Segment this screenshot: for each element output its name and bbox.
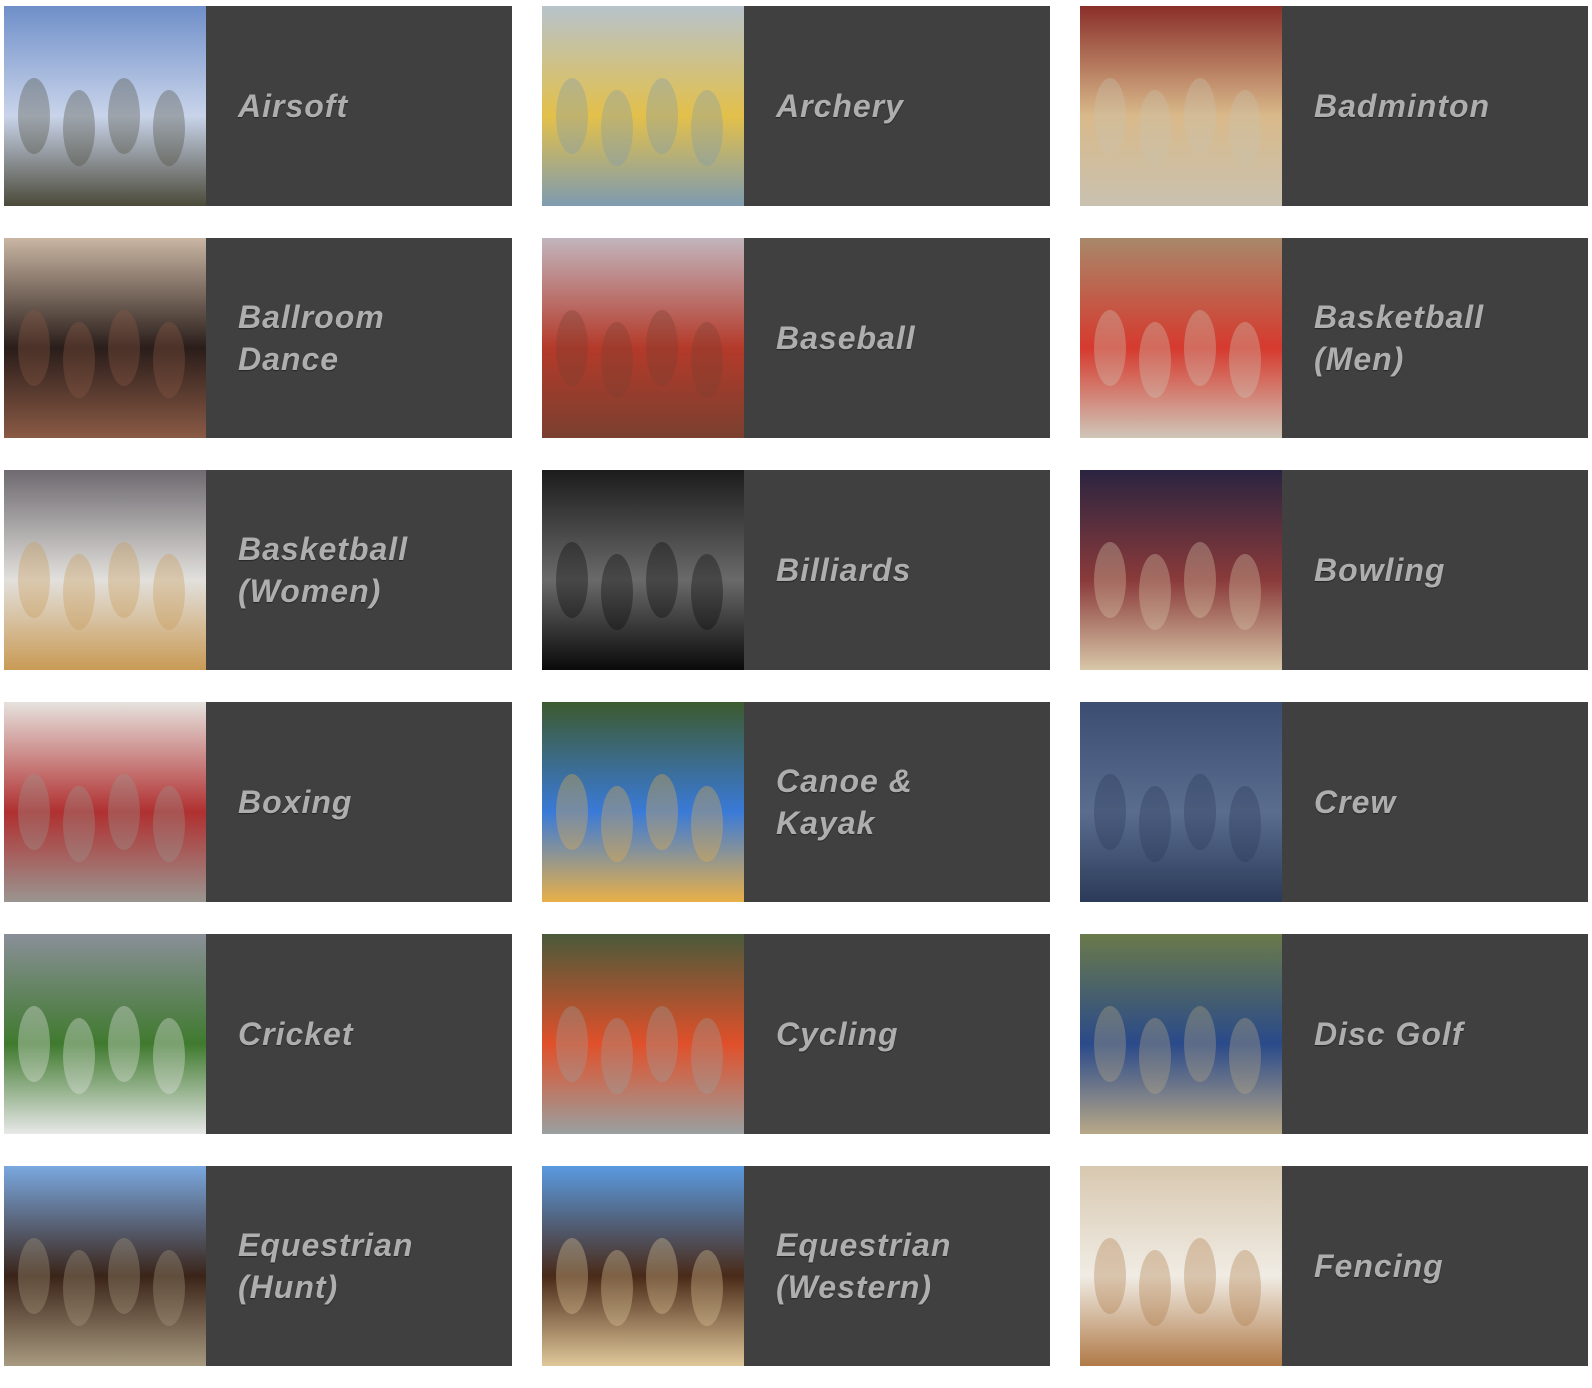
mens-basketball-team-photo[interactable] [1080,238,1282,438]
sport-label-box[interactable]: Cycling [744,934,1050,1134]
sport-label-box[interactable]: Disc Golf [1282,934,1588,1134]
billiard-balls-photo[interactable] [542,470,744,670]
sport-label-baseball[interactable]: Baseball [776,320,916,356]
indoor-badminton-court-photo[interactable] [1080,6,1282,206]
sport-label-equestrian-hunt[interactable]: Equestrian (Hunt) [238,1227,414,1305]
sport-tile-basketball-women[interactable]: Basketball (Women) [4,470,512,670]
sport-label-box[interactable]: Badminton [1282,6,1588,206]
sport-label-badminton[interactable]: Badminton [1314,88,1491,124]
dancing-couple-photo[interactable] [4,238,206,438]
sport-tile-badminton[interactable]: Badminton [1080,6,1588,206]
sport-label-box[interactable]: Equestrian (Hunt) [206,1166,512,1366]
horse-and-rider-fence-photo[interactable] [4,1166,206,1366]
baseball-team-photo[interactable] [542,238,744,438]
sport-label-box[interactable]: Baseball [744,238,1050,438]
sport-tile-cycling[interactable]: Cycling [542,934,1050,1134]
sport-tile-equestrian-western[interactable]: Equestrian (Western) [542,1166,1050,1366]
fencers-in-gym-photo[interactable] [1080,1166,1282,1366]
sport-label-box[interactable]: Cricket [206,934,512,1134]
sport-label-basketball-women[interactable]: Basketball (Women) [238,531,409,609]
archers-with-bows-photo[interactable] [542,6,744,206]
sports-club-grid: Airsoft Archery Badminton Ballroom Dance… [4,6,1588,1366]
sport-label-equestrian-western[interactable]: Equestrian (Western) [776,1227,952,1305]
sport-tile-airsoft[interactable]: Airsoft [4,6,512,206]
sport-tile-cricket[interactable]: Cricket [4,934,512,1134]
sport-tile-bowling[interactable]: Bowling [1080,470,1588,670]
sport-label-box[interactable]: Fencing [1282,1166,1588,1366]
sport-label-box[interactable]: Canoe & Kayak [744,702,1050,902]
sport-label-box[interactable]: Equestrian (Western) [744,1166,1050,1366]
sport-label-box[interactable]: Ballroom Dance [206,238,512,438]
disc-golf-player-photo[interactable] [1080,934,1282,1134]
boxer-with-punching-bag-photo[interactable] [4,702,206,902]
sport-tile-disc-golf[interactable]: Disc Golf [1080,934,1588,1134]
sport-tile-crew[interactable]: Crew [1080,702,1588,902]
sport-label-box[interactable]: Airsoft [206,6,512,206]
cricket-batsman-photo[interactable] [4,934,206,1134]
sport-label-cycling[interactable]: Cycling [776,1016,899,1052]
sport-label-crew[interactable]: Crew [1314,784,1397,820]
bowling-alley-photo[interactable] [1080,470,1282,670]
sport-label-box[interactable]: Billiards [744,470,1050,670]
sport-label-canoe-kayak[interactable]: Canoe & Kayak [776,763,913,841]
sport-label-cricket[interactable]: Cricket [238,1016,354,1052]
sport-label-box[interactable]: Crew [1282,702,1588,902]
sport-label-airsoft[interactable]: Airsoft [238,88,349,124]
sport-label-fencing[interactable]: Fencing [1314,1248,1444,1284]
sport-tile-baseball[interactable]: Baseball [542,238,1050,438]
kayakers-on-river-photo[interactable] [542,702,744,902]
sport-label-box[interactable]: Bowling [1282,470,1588,670]
cyclist-racing-photo[interactable] [542,934,744,1134]
sport-label-billiards[interactable]: Billiards [776,552,912,588]
womens-basketball-team-photo[interactable] [4,470,206,670]
sport-label-ballroom-dance[interactable]: Ballroom Dance [238,299,385,377]
sport-tile-ballroom-dance[interactable]: Ballroom Dance [4,238,512,438]
sport-label-box[interactable]: Archery [744,6,1050,206]
sport-tile-equestrian-hunt[interactable]: Equestrian (Hunt) [4,1166,512,1366]
western-horse-rider-photo[interactable] [542,1166,744,1366]
sport-tile-basketball-men[interactable]: Basketball (Men) [1080,238,1588,438]
sport-tile-billiards[interactable]: Billiards [542,470,1050,670]
sport-label-boxing[interactable]: Boxing [238,784,353,820]
sport-label-disc-golf[interactable]: Disc Golf [1314,1016,1464,1052]
sport-label-box[interactable]: Boxing [206,702,512,902]
sport-tile-canoe-kayak[interactable]: Canoe & Kayak [542,702,1050,902]
rowing-boat-on-water-photo[interactable] [1080,702,1282,902]
sport-label-box[interactable]: Basketball (Men) [1282,238,1588,438]
group-in-camouflage-photo[interactable] [4,6,206,206]
sport-tile-archery[interactable]: Archery [542,6,1050,206]
sport-label-archery[interactable]: Archery [776,88,904,124]
sport-label-basketball-men[interactable]: Basketball (Men) [1314,299,1485,377]
sport-tile-boxing[interactable]: Boxing [4,702,512,902]
sport-label-box[interactable]: Basketball (Women) [206,470,512,670]
sport-label-bowling[interactable]: Bowling [1314,552,1446,588]
sport-tile-fencing[interactable]: Fencing [1080,1166,1588,1366]
